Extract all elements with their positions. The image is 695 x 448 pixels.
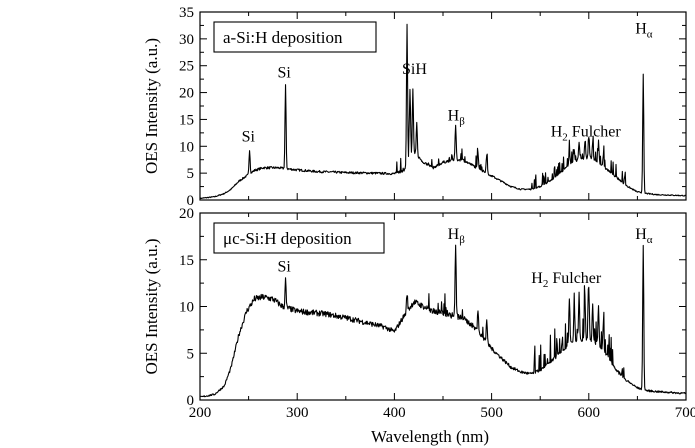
y-tick-label: 10 [179, 139, 194, 155]
x-tick-label: 300 [286, 405, 309, 421]
spectrum-line [199, 23, 687, 200]
peak-annotation: Hα [635, 21, 653, 41]
peak-annotation: Si [278, 64, 292, 81]
peak-annotation: Si [242, 129, 256, 146]
x-tick-label: 400 [383, 405, 406, 421]
peak-annotation: H2 Fulcher [531, 270, 602, 290]
condition-label: a-Si:H deposition [223, 28, 343, 47]
condition-label-box [213, 222, 385, 254]
y-tick-label: 0 [187, 193, 195, 209]
y-axis-label: OES Intensity (a.u.) [142, 38, 161, 174]
y-tick-label: 35 [179, 5, 194, 21]
x-tick-label: 700 [675, 405, 695, 421]
y-axis-label: OES Intensity (a.u.) [142, 239, 161, 375]
x-axis-label: Wavelength (nm) [371, 427, 489, 446]
peak-annotation: Hβ [448, 108, 466, 128]
y-tick-label: 30 [179, 32, 194, 48]
peak-annotation: H2 Fulcher [551, 124, 622, 144]
top-panel: 0 5 10 15 20 25 30 35 OES Intensity (a.u.) a-Si:H… [142, 5, 687, 209]
peak-annotation: SiH [402, 61, 427, 78]
condition-label-box [213, 21, 377, 53]
y-tick-label: 5 [187, 166, 195, 182]
y-tick-label: 0 [187, 393, 195, 409]
y-tick-label: 15 [179, 253, 194, 269]
peak-annotation: Hα [635, 226, 653, 246]
y-tick-label: 5 [187, 346, 195, 362]
y-tick-label: 25 [179, 59, 194, 75]
spectrum-line [199, 244, 687, 398]
x-tick-label: 200 [189, 405, 212, 421]
x-tick-label: 500 [480, 405, 503, 421]
condition-label: μc-Si:H deposition [223, 229, 352, 248]
bottom-panel: 200 300 400 500 600 700 0 5 10 15 20 OES Intensity … [142, 206, 695, 421]
y-tick-label: 20 [179, 86, 194, 102]
peak-annotation: Hβ [448, 226, 466, 246]
y-tick-label: 20 [179, 206, 194, 222]
x-tick-label: 600 [578, 405, 601, 421]
y-tick-label: 15 [179, 112, 194, 128]
peak-annotation: Si [278, 258, 292, 275]
y-tick-label: 10 [179, 300, 194, 316]
